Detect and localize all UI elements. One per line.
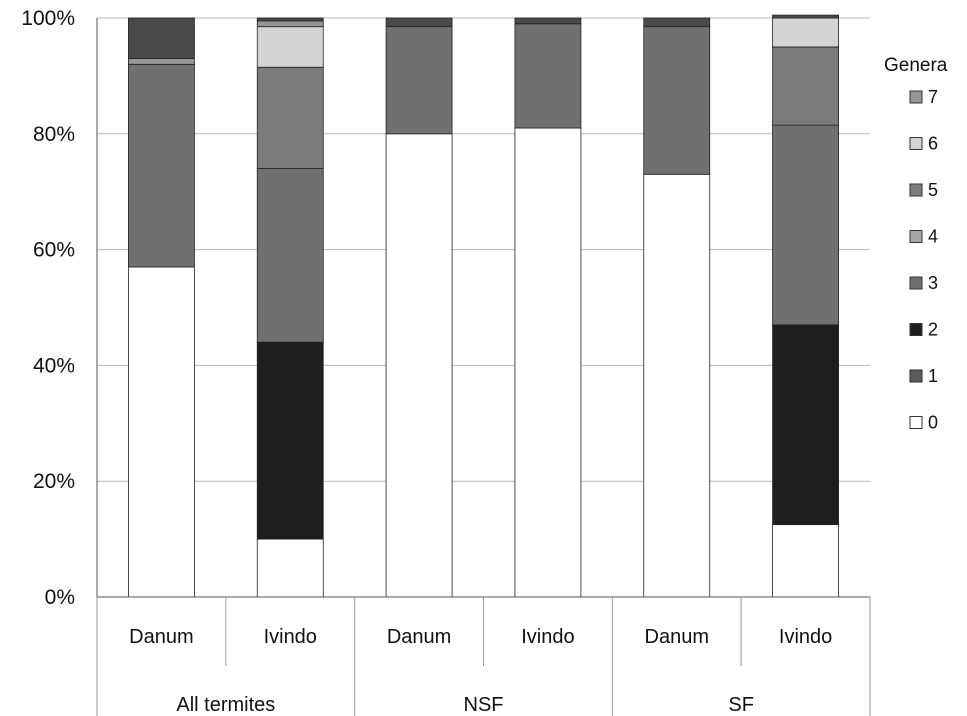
bar-segment	[256, 20, 324, 28]
legend-label: 6	[928, 134, 938, 154]
legend: Genera 7 6 5 4 3 2 1 0	[884, 55, 948, 433]
legend-swatch	[909, 137, 923, 150]
y-tick-label: 0%	[45, 586, 75, 609]
legend-swatch	[909, 183, 923, 197]
bar-segment	[772, 17, 839, 48]
x-tick-label: Danum	[387, 626, 451, 648]
legend-label: 7	[928, 87, 938, 107]
group-label: SF	[728, 694, 754, 716]
bar-segment	[514, 17, 582, 25]
y-tick-label: 80%	[33, 123, 75, 146]
x-tick-label: Danum	[129, 626, 193, 648]
bar-segment	[772, 324, 839, 526]
y-tick-label: 40%	[33, 354, 75, 377]
bar-segment	[772, 524, 839, 598]
x-tick-label: Ivindo	[264, 626, 317, 648]
gridlines	[97, 17, 870, 598]
bar-segment	[514, 127, 582, 598]
bar-segment	[643, 17, 711, 28]
group-label: All termites	[176, 694, 275, 716]
legend-label: 0	[928, 413, 938, 433]
bar-segment	[256, 66, 324, 169]
legend-label: 1	[928, 366, 938, 386]
legend-label: 5	[928, 180, 938, 200]
legend-swatch	[909, 369, 923, 383]
bar-segment	[385, 17, 453, 28]
bar-segment	[128, 63, 195, 268]
bar-segment	[128, 17, 195, 59]
bar-segment	[385, 133, 453, 598]
legend-label: 4	[928, 227, 938, 247]
legend-swatch	[909, 276, 923, 290]
x-tick-label: Ivindo	[521, 626, 574, 648]
bar-segment	[128, 266, 195, 598]
x-tick-label: Ivindo	[779, 626, 832, 648]
bar-segment	[643, 26, 711, 175]
bar-segment	[772, 46, 839, 126]
bar-segment	[256, 17, 324, 22]
legend-swatch	[909, 90, 923, 104]
bar-segment	[772, 124, 839, 326]
y-tick-label: 60%	[33, 239, 75, 262]
bar-segment	[256, 168, 324, 343]
legend-swatch	[909, 230, 923, 243]
bar-segment	[128, 58, 195, 65]
bar-segment	[514, 23, 582, 129]
legend-label: 3	[928, 273, 938, 293]
y-tick-label: 100%	[21, 7, 75, 30]
bar-segment	[256, 341, 324, 540]
legend-title: Genera	[884, 55, 948, 76]
bar-segment	[772, 14, 839, 19]
bars	[128, 14, 839, 598]
legend-swatch	[909, 416, 923, 429]
bar-segment	[385, 26, 453, 135]
bar-segment	[643, 173, 711, 598]
axes: 0% 20% 40% 60% 80% 100% Danum Ivindo Danum Ivindo…	[21, 7, 871, 716]
y-tick-label: 20%	[33, 470, 75, 493]
legend-label: 2	[928, 320, 938, 340]
x-tick-label: Danum	[645, 626, 709, 648]
bar-segment	[256, 26, 324, 68]
group-label: NSF	[464, 694, 504, 716]
bar-segment	[256, 538, 324, 598]
legend-swatch	[909, 323, 923, 336]
